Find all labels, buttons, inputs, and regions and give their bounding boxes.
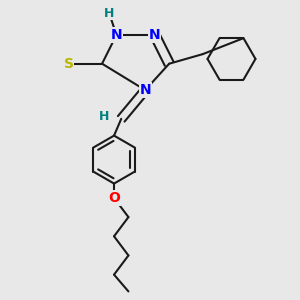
Text: H: H (104, 7, 114, 20)
Text: N: N (149, 28, 160, 42)
Text: N: N (111, 28, 122, 42)
Text: S: S (64, 57, 74, 71)
Text: N: N (140, 83, 151, 97)
Text: O: O (108, 191, 120, 205)
Text: H: H (99, 110, 110, 123)
